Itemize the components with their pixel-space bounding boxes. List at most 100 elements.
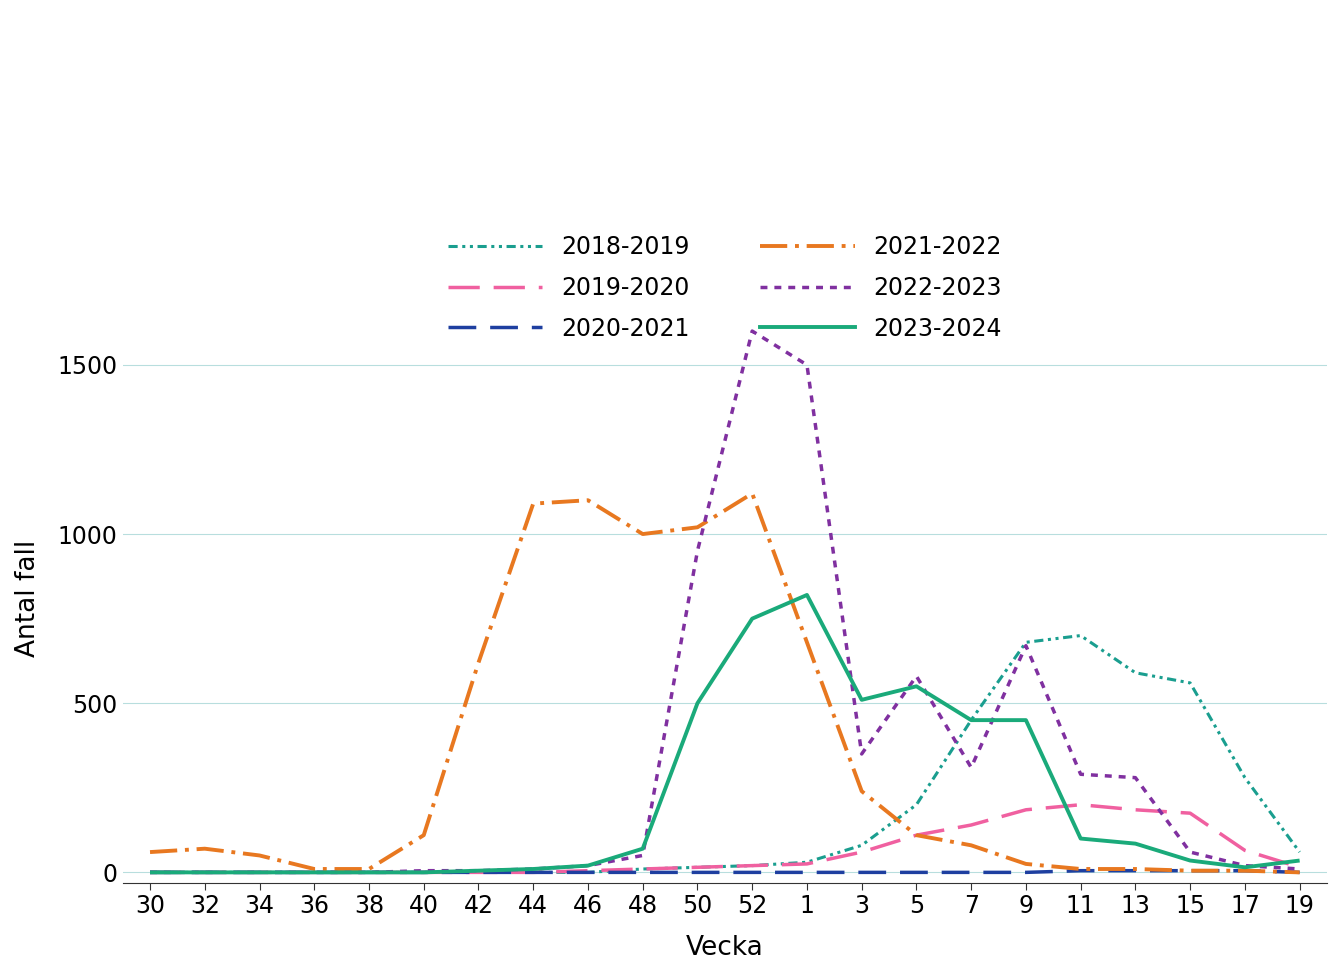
2020-2021 <box>1017 867 1033 878</box>
2018-2019 <box>964 714 980 726</box>
Line: 2020-2021: 2020-2021 <box>150 871 1299 873</box>
2019-2020 <box>1017 804 1033 816</box>
2020-2021 <box>745 867 761 878</box>
2021-2022 <box>1237 865 1253 876</box>
2019-2020 <box>471 867 487 878</box>
2022-2023 <box>1017 640 1033 652</box>
2018-2019 <box>471 867 487 878</box>
2020-2021 <box>1291 867 1307 878</box>
2021-2022 <box>909 830 925 841</box>
Line: 2021-2022: 2021-2022 <box>150 494 1299 873</box>
2021-2022 <box>142 846 158 858</box>
2019-2020 <box>1127 804 1143 816</box>
2021-2022 <box>1291 867 1307 878</box>
2019-2020 <box>197 867 213 878</box>
2018-2019 <box>854 839 870 851</box>
2020-2021 <box>471 867 487 878</box>
2020-2021 <box>854 867 870 878</box>
2022-2023 <box>306 867 322 878</box>
2023-2024 <box>416 867 432 878</box>
2018-2019 <box>416 867 432 878</box>
2020-2021 <box>1237 865 1253 876</box>
2022-2023 <box>1072 768 1088 780</box>
2021-2022 <box>306 863 322 874</box>
2021-2022 <box>745 488 761 500</box>
Legend: 2018-2019, 2019-2020, 2020-2021, 2021-2022, 2022-2023, 2023-2024: 2018-2019, 2019-2020, 2020-2021, 2021-20… <box>436 224 1013 352</box>
2021-2022 <box>251 849 267 861</box>
2021-2022 <box>1017 858 1033 870</box>
2019-2020 <box>1072 799 1088 811</box>
2020-2021 <box>964 867 980 878</box>
2021-2022 <box>854 786 870 797</box>
2020-2021 <box>798 867 815 878</box>
2023-2024 <box>580 860 596 872</box>
2019-2020 <box>909 830 925 841</box>
2023-2024 <box>690 698 706 710</box>
2018-2019 <box>525 867 541 878</box>
2023-2024 <box>306 867 322 878</box>
Line: 2022-2023: 2022-2023 <box>150 331 1299 873</box>
2018-2019 <box>197 867 213 878</box>
2020-2021 <box>909 867 925 878</box>
2022-2023 <box>635 849 651 861</box>
Line: 2023-2024: 2023-2024 <box>150 595 1299 873</box>
2020-2021 <box>1127 865 1143 876</box>
2022-2023 <box>690 546 706 557</box>
2023-2024 <box>361 867 377 878</box>
2023-2024 <box>142 867 158 878</box>
2021-2022 <box>525 498 541 509</box>
2023-2024 <box>471 865 487 876</box>
2023-2024 <box>745 613 761 625</box>
2019-2020 <box>1182 807 1198 819</box>
2023-2024 <box>798 590 815 601</box>
2021-2022 <box>1182 865 1198 876</box>
2023-2024 <box>1127 837 1143 849</box>
2021-2022 <box>361 863 377 874</box>
2023-2024 <box>854 694 870 706</box>
Line: 2018-2019: 2018-2019 <box>150 635 1299 873</box>
2019-2020 <box>745 860 761 872</box>
2020-2021 <box>580 867 596 878</box>
2019-2020 <box>142 867 158 878</box>
2022-2023 <box>1127 772 1143 784</box>
2019-2020 <box>361 867 377 878</box>
2018-2019 <box>306 867 322 878</box>
2018-2019 <box>1072 630 1088 641</box>
2022-2023 <box>251 867 267 878</box>
2022-2023 <box>964 761 980 773</box>
2019-2020 <box>798 858 815 870</box>
2021-2022 <box>580 495 596 507</box>
2019-2020 <box>964 819 980 831</box>
2020-2021 <box>690 867 706 878</box>
2019-2020 <box>854 846 870 858</box>
2018-2019 <box>580 867 596 878</box>
2018-2019 <box>1017 636 1033 648</box>
2018-2019 <box>690 862 706 874</box>
2020-2021 <box>142 867 158 878</box>
2022-2023 <box>1237 860 1253 872</box>
2022-2023 <box>1182 846 1198 858</box>
2019-2020 <box>306 867 322 878</box>
X-axis label: Vecka: Vecka <box>686 935 764 961</box>
2018-2019 <box>909 799 925 811</box>
2021-2022 <box>471 657 487 669</box>
2018-2019 <box>361 867 377 878</box>
2022-2023 <box>745 325 761 337</box>
2023-2024 <box>909 680 925 692</box>
2018-2019 <box>635 863 651 874</box>
2019-2020 <box>251 867 267 878</box>
2021-2022 <box>197 843 213 855</box>
2019-2020 <box>416 867 432 878</box>
2023-2024 <box>1291 855 1307 867</box>
2019-2020 <box>635 863 651 874</box>
2020-2021 <box>1182 865 1198 876</box>
2023-2024 <box>1072 833 1088 844</box>
2023-2024 <box>251 867 267 878</box>
2018-2019 <box>251 867 267 878</box>
2023-2024 <box>635 843 651 855</box>
2023-2024 <box>197 867 213 878</box>
2020-2021 <box>197 867 213 878</box>
2019-2020 <box>1237 844 1253 856</box>
2019-2020 <box>580 865 596 876</box>
2018-2019 <box>745 860 761 872</box>
